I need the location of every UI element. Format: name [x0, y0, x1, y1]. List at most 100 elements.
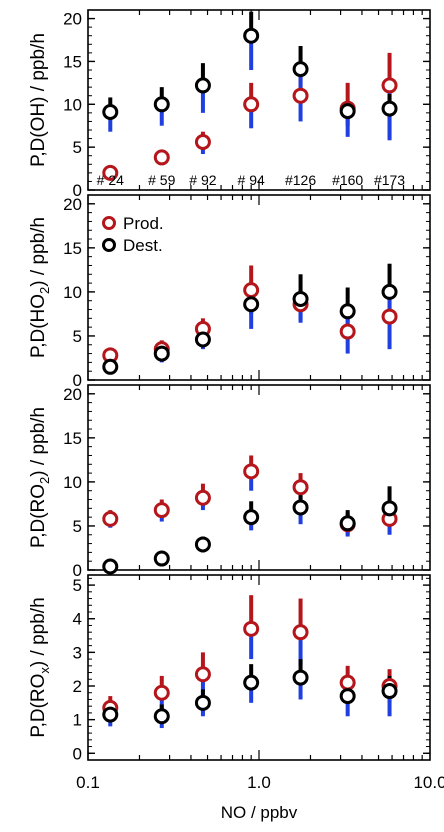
data-point — [153, 96, 170, 113]
markers-prod — [102, 620, 398, 716]
data-point — [292, 290, 309, 307]
data-point — [243, 96, 260, 113]
data-point — [194, 536, 211, 553]
legend-label: Dest. — [123, 236, 163, 255]
data-point — [153, 684, 170, 701]
data-point — [381, 77, 398, 94]
x-tick-label: 0.1 — [76, 773, 100, 792]
data-point — [153, 345, 170, 362]
data-point — [243, 463, 260, 480]
data-point — [292, 479, 309, 496]
y-tick-label: 10 — [63, 473, 82, 492]
y-axis-label-part: P,D(RO — [28, 674, 49, 738]
x-axis-label: NO / ppbv — [221, 803, 298, 822]
markers-dest — [102, 499, 398, 575]
y-axis-label-part: ) / ppb/h — [28, 217, 49, 287]
y-tick-label: 0 — [73, 181, 82, 200]
y-tick-label: 20 — [63, 385, 82, 404]
y-tick-label: 0 — [73, 561, 82, 580]
y-axis-label-part: ) / ppb/h — [28, 407, 49, 477]
case-annotation: # 59 — [148, 172, 175, 188]
y-tick-label: 15 — [63, 52, 82, 71]
markers-dest — [102, 669, 398, 725]
y-tick-label: 4 — [73, 610, 82, 629]
y-tick-label: 15 — [63, 429, 82, 448]
data-point — [381, 500, 398, 517]
case-annotation: #126 — [285, 172, 316, 188]
data-point — [194, 694, 211, 711]
data-point — [339, 323, 356, 340]
data-point — [153, 550, 170, 567]
data-point — [194, 77, 211, 94]
y-tick-label: 10 — [63, 283, 82, 302]
y-axis-label-part: P,D(HO — [28, 294, 49, 358]
data-point — [381, 308, 398, 325]
panel-1: 0 5 10 15 20 P,D(OH) / ppb/h # 24 # 59 # 92 # 94 #… — [28, 9, 431, 200]
y-axis-label-part: 2 — [37, 287, 52, 294]
y-axis-label: P,D(ROx) / ppb/h — [28, 597, 52, 737]
data-point — [381, 683, 398, 700]
y-axis-label-part: x — [37, 667, 52, 674]
y-tick-label: 2 — [73, 677, 82, 696]
case-annotation: #160 — [332, 172, 363, 188]
case-annotation: # 92 — [189, 172, 216, 188]
legend-label: Prod. — [123, 214, 164, 233]
case-annotation: #173 — [374, 172, 405, 188]
data-point — [102, 706, 119, 723]
y-tick-label: 0 — [73, 744, 82, 763]
y-tick-label: 0 — [73, 371, 82, 390]
data-point — [381, 283, 398, 300]
data-point — [243, 509, 260, 526]
y-axis-label: P,D(HO2) / ppb/h — [28, 217, 52, 358]
data-point — [102, 164, 119, 181]
data-point — [194, 489, 211, 506]
y-tick-label: 10 — [63, 95, 82, 114]
y-tick-label: 15 — [63, 239, 82, 258]
data-point — [102, 104, 119, 120]
data-point — [243, 674, 260, 691]
data-point — [292, 624, 309, 641]
markers-dest — [102, 27, 398, 120]
data-point — [153, 708, 170, 725]
data-point — [381, 100, 398, 117]
data-point — [102, 558, 119, 575]
y-axis-label-part: 2 — [37, 477, 52, 484]
y-axis-label: P,D(RO2) / ppb/h — [28, 407, 52, 548]
panel-frame — [87, 574, 431, 761]
data-point — [194, 134, 211, 150]
data-point — [339, 103, 356, 120]
y-tick-label: 20 — [63, 10, 82, 29]
data-point — [292, 669, 309, 686]
x-tick-label: 10.0 — [413, 773, 444, 792]
y-tick-label: 5 — [73, 138, 82, 157]
y-axis-label-part: ) / ppb/h — [28, 597, 49, 667]
data-point — [194, 331, 211, 348]
data-point — [339, 688, 356, 705]
data-point — [292, 499, 309, 516]
y-axis-label-part: P,D(RO — [28, 484, 49, 548]
data-point — [102, 510, 119, 527]
legend-marker — [102, 238, 116, 252]
x-tick-label: 1.0 — [247, 773, 271, 792]
panel-3: 0 5 10 15 20 P,D(RO2) / ppb/h — [28, 384, 431, 580]
markers-prod — [102, 463, 398, 533]
data-point — [243, 27, 260, 44]
y-axis-label-part: P,D(OH) / ppb/h — [28, 33, 49, 167]
y-tick-label: 1 — [73, 711, 82, 730]
data-point — [243, 282, 260, 299]
y-axis-label: P,D(OH) / ppb/h — [28, 33, 49, 167]
data-point — [292, 61, 309, 78]
case-annotation: # 94 — [238, 172, 265, 188]
markers-prod — [102, 77, 398, 181]
data-point — [102, 358, 119, 375]
y-tick-label: 3 — [73, 643, 82, 662]
data-point — [339, 674, 356, 691]
y-tick-label: 20 — [63, 195, 82, 214]
legend-marker — [102, 216, 116, 230]
markers-dest — [102, 283, 398, 375]
data-point — [243, 296, 260, 313]
data-point — [194, 666, 211, 683]
data-point — [339, 303, 356, 320]
data-point — [243, 620, 260, 637]
